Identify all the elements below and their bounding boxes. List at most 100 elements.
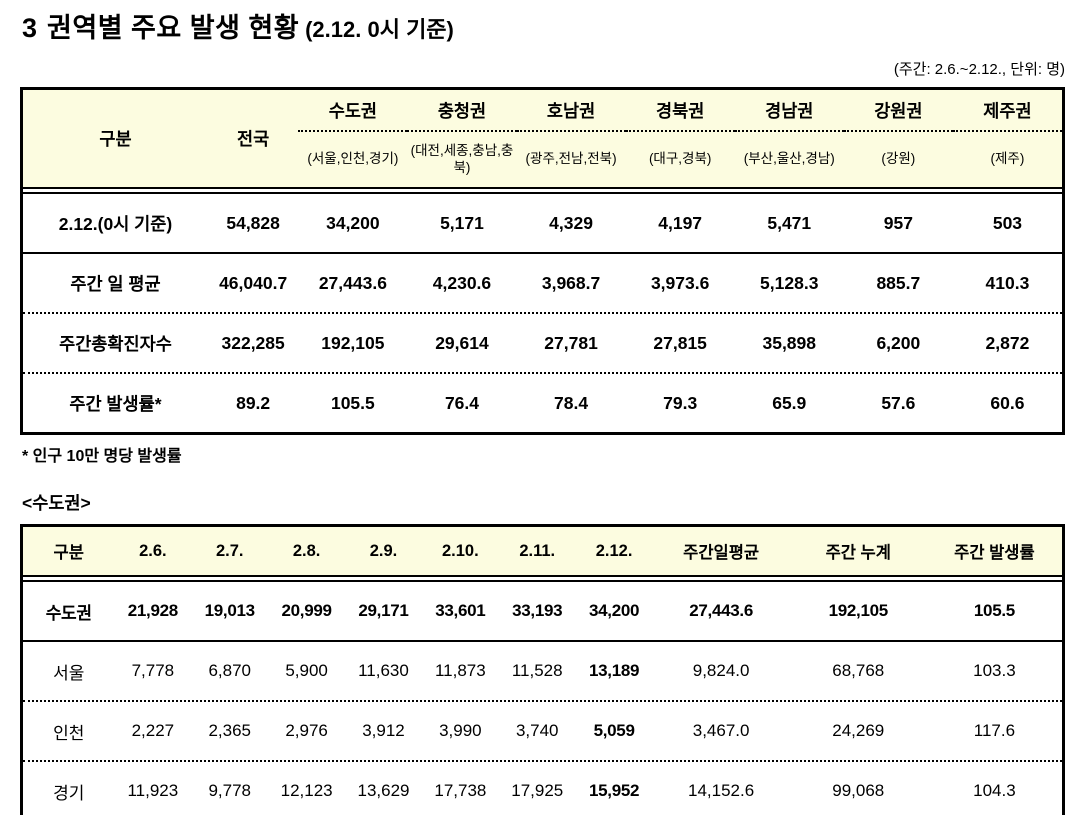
cell: 192,105 xyxy=(321,332,385,353)
cell: 322,285 xyxy=(221,332,285,353)
regional-table-body: 2.12.(0시 기준) 54,828 34,200 5,171 4,329 4… xyxy=(23,192,1062,432)
page-title: 3 권역별 주요 발생 현황 (2.12. 0시 기준) xyxy=(22,6,1065,45)
header-region-sub: (대전,세종,충남,충북) xyxy=(410,143,514,175)
cell: 103.3 xyxy=(973,661,1016,680)
table-row: 주간 일 평균 46,040.7 27,443.6 4,230.6 3,968.… xyxy=(23,252,1062,312)
cell: 99,068 xyxy=(832,781,885,800)
cell: 35,898 xyxy=(762,332,817,353)
cell: 6,870 xyxy=(208,661,251,680)
cell: 3,973.6 xyxy=(650,272,710,293)
header-region: 충청권 xyxy=(407,90,517,132)
cell: 4,197 xyxy=(658,212,703,233)
cell: 3,467.0 xyxy=(692,721,750,740)
header-cell: 2.8. xyxy=(292,541,321,560)
cell: 2,872 xyxy=(985,332,1030,353)
cell-highlight: 13,189 xyxy=(589,661,640,680)
cell: 19,013 xyxy=(204,601,256,620)
row-label: 2.12.(0시 기준) xyxy=(58,213,173,234)
cell: 7,778 xyxy=(131,661,175,680)
table-row: 수도권 21,928 19,013 20,999 29,171 33,601 3… xyxy=(23,582,1062,640)
header-cell: 2.10. xyxy=(442,541,479,560)
cell: 46,040.7 xyxy=(219,272,288,293)
cell: 2,365 xyxy=(208,721,251,740)
cell: 78.4 xyxy=(554,392,589,413)
cell: 79.3 xyxy=(663,392,698,413)
cell: 117.6 xyxy=(973,721,1016,740)
header-cell: 2.7. xyxy=(215,541,244,560)
header-region-sub: (강원) xyxy=(881,151,916,167)
cell: 105.5 xyxy=(973,601,1015,620)
cell: 9,778 xyxy=(208,781,251,800)
cell: 9,824.0 xyxy=(692,661,750,680)
cell: 885.7 xyxy=(876,272,921,293)
header-cell: 주간 발생률 xyxy=(954,544,1035,562)
table-row: 주간 발생률* 89.2 105.5 76.4 78.4 79.3 65.9 5… xyxy=(23,372,1062,432)
cell: 33,601 xyxy=(435,601,486,620)
cell-highlight: 15,952 xyxy=(589,781,640,800)
cell: 27,443.6 xyxy=(689,601,753,620)
cell: 11,528 xyxy=(511,661,563,680)
cell: 17,925 xyxy=(511,781,564,800)
capital-area-table: 구분 2.6. 2.7. 2.8. 2.9. 2.10. 2.11. 2.12.… xyxy=(20,524,1065,815)
cell: 29,614 xyxy=(435,332,489,353)
header-region-sub: (부산,울산,경남) xyxy=(743,151,835,167)
table-row: 주간총확진자수 322,285 192,105 29,614 27,781 27… xyxy=(23,312,1062,372)
cell: 27,815 xyxy=(653,332,707,353)
cell: 2,227 xyxy=(131,721,175,740)
header-cell: 주간 누계 xyxy=(825,544,891,562)
capital-section-title: <수도권> xyxy=(22,493,91,513)
capital-table-header: 구분 2.6. 2.7. 2.8. 2.9. 2.10. 2.11. 2.12.… xyxy=(23,527,1062,577)
cell: 11,873 xyxy=(434,661,486,680)
header-national: 전국 xyxy=(237,129,270,149)
unit-note: (주간: 2.6.~2.12., 단위: 명) xyxy=(893,61,1065,78)
cell: 27,781 xyxy=(544,332,598,353)
regional-summary-table: 구분 전국 수도권 충청권 호남권 경북권 경남권 강원권 제주권 (서울,인천… xyxy=(20,87,1065,435)
header-region: 수도권 xyxy=(298,90,408,132)
cell: 3,968.7 xyxy=(541,272,601,293)
header-region-sub: (서울,인천,경기) xyxy=(307,151,399,167)
header-region-sub: (대구,경북) xyxy=(648,151,712,167)
cell: 3,740 xyxy=(515,721,559,740)
cell: 65.9 xyxy=(772,392,807,413)
row-label: 주간 일 평균 xyxy=(70,273,161,294)
cell: 57.6 xyxy=(881,392,916,413)
cell: 27,443.6 xyxy=(318,272,387,293)
header-cell: 2.9. xyxy=(369,541,398,560)
header-gubun: 구분 xyxy=(99,129,132,149)
cell: 17,738 xyxy=(434,781,487,800)
cell: 192,105 xyxy=(828,601,889,620)
cell: 60.6 xyxy=(990,392,1025,413)
header-region-sub: (제주) xyxy=(990,151,1025,167)
header-region: 제주권 xyxy=(952,90,1062,132)
cell-highlight: 5,059 xyxy=(593,721,635,740)
section-number: 3 xyxy=(22,13,38,43)
capital-table-body: 수도권 21,928 19,013 20,999 29,171 33,601 3… xyxy=(23,580,1062,815)
cell: 410.3 xyxy=(985,272,1030,293)
cell: 5,900 xyxy=(285,661,328,680)
cell: 11,630 xyxy=(358,661,409,680)
cell: 34,200 xyxy=(589,601,640,620)
table-row: 서울 7,778 6,870 5,900 11,630 11,873 11,52… xyxy=(23,640,1062,700)
cell: 4,329 xyxy=(549,212,593,233)
header-cell: 2.11. xyxy=(519,541,556,560)
table-row: 2.12.(0시 기준) 54,828 34,200 5,171 4,329 4… xyxy=(23,194,1062,252)
cell: 89.2 xyxy=(236,392,271,413)
cell: 14,152.6 xyxy=(688,781,755,800)
cell: 104.3 xyxy=(973,781,1016,800)
cell: 957 xyxy=(883,212,913,233)
cell: 34,200 xyxy=(326,212,380,233)
cell: 11,923 xyxy=(127,781,179,800)
regional-table-header: 구분 전국 수도권 충청권 호남권 경북권 경남권 강원권 제주권 (서울,인천… xyxy=(23,90,1062,189)
header-cell: 구분 xyxy=(53,544,84,562)
header-region: 경북권 xyxy=(625,90,735,132)
header-cell: 2.6. xyxy=(139,541,167,560)
title-date-suffix: (2.12. 0시 기준) xyxy=(305,17,454,42)
row-label: 주간 발생률* xyxy=(69,393,162,414)
header-cell: 주간일평균 xyxy=(683,544,760,562)
cell: 21,928 xyxy=(127,601,179,620)
cell: 5,128.3 xyxy=(760,272,819,293)
cell: 20,999 xyxy=(281,601,333,620)
table-row: 경기 11,923 9,778 12,123 13,629 17,738 17,… xyxy=(23,760,1062,815)
cell: 6,200 xyxy=(876,332,921,353)
cell: 29,171 xyxy=(358,601,409,620)
